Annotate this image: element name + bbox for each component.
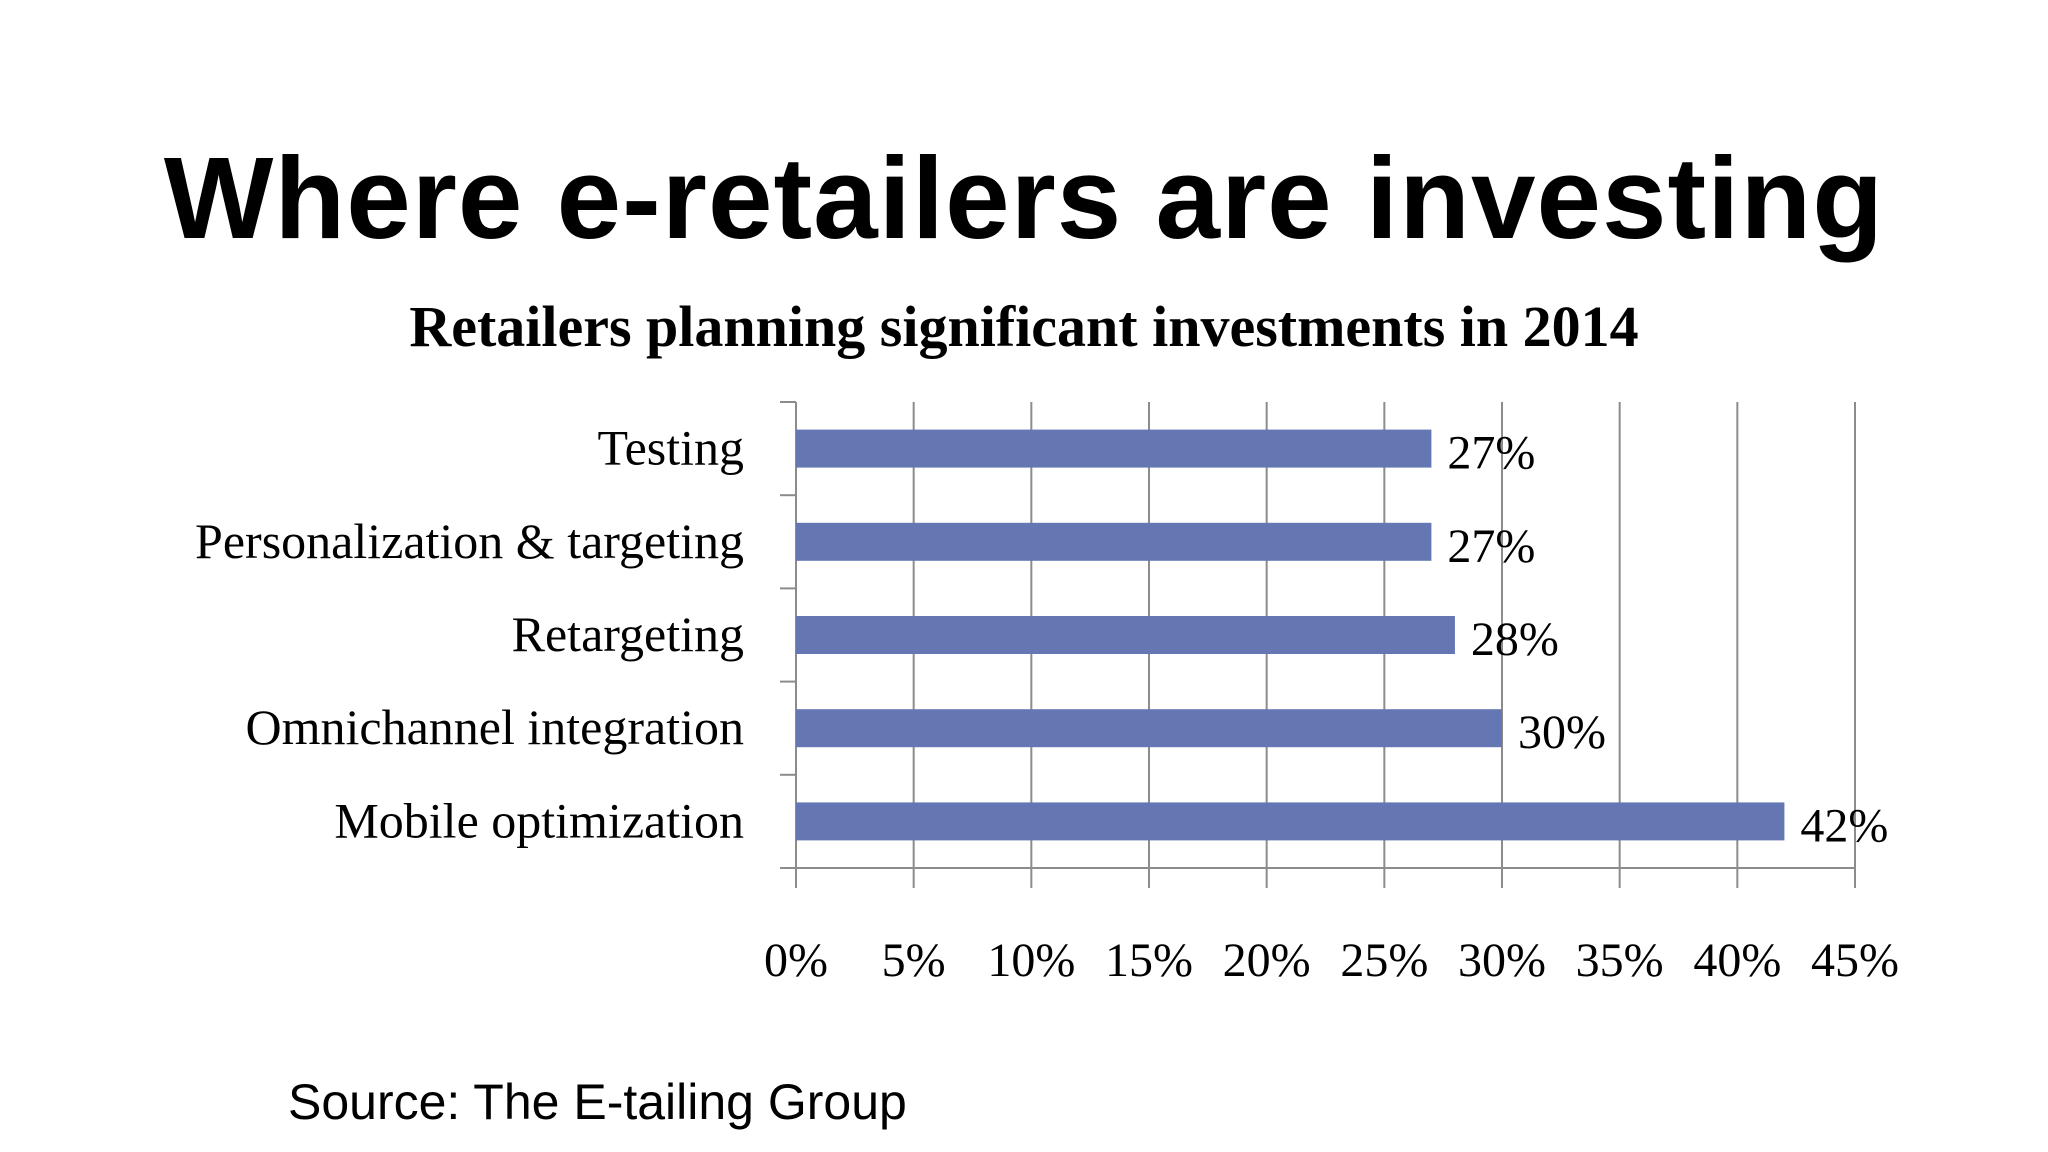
x-tick-label: 15% (1105, 934, 1193, 987)
x-tick-label: 20% (1223, 934, 1311, 987)
data-label: 42% (1800, 799, 1888, 852)
x-tick-label: 35% (1576, 934, 1664, 987)
bar (796, 802, 1785, 841)
x-tick-label: 5% (882, 934, 946, 987)
bar (796, 616, 1455, 654)
bar (796, 709, 1502, 748)
labels: 0% 5% 10% 15% 20% 25% 30% 35% 40% 45% Testing 27% Pe… (195, 420, 1899, 987)
x-tick-label: 0% (764, 934, 828, 987)
chart-title: Retailers planning significant investmen… (409, 294, 1639, 359)
category-label: Retargeting (512, 606, 744, 662)
page-title: Where e-retailers are investing (163, 133, 1885, 263)
category-label: Mobile optimization (334, 792, 744, 848)
x-tick-label: 45% (1811, 934, 1899, 987)
data-label: 27% (1447, 520, 1535, 573)
source-note: Source: The E-tailing Group (288, 1074, 907, 1130)
category-label: Omnichannel integration (246, 699, 744, 755)
x-tick-label: 10% (987, 934, 1075, 987)
data-label: 30% (1518, 706, 1606, 759)
data-label: 27% (1447, 427, 1535, 480)
data-label: 28% (1471, 613, 1559, 666)
bar (796, 429, 1432, 468)
x-tick-label: 25% (1340, 934, 1428, 987)
bars (796, 429, 1785, 841)
x-tick-label: 40% (1693, 934, 1781, 987)
bar (796, 522, 1432, 561)
category-label: Testing (598, 420, 744, 476)
x-tick-label: 30% (1458, 934, 1546, 987)
category-label: Personalization & targeting (195, 513, 744, 569)
